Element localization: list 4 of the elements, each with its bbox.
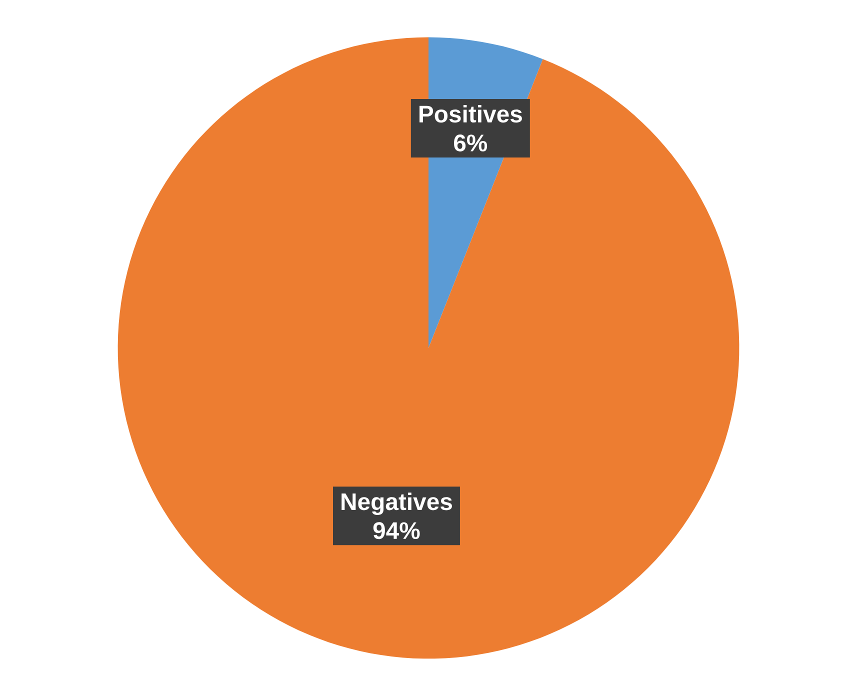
data-label: 94%	[373, 522, 420, 540]
slice-label: Positives	[420, 105, 522, 123]
slice-label: Negatives	[342, 492, 452, 516]
data-label: 6%	[454, 134, 488, 152]
